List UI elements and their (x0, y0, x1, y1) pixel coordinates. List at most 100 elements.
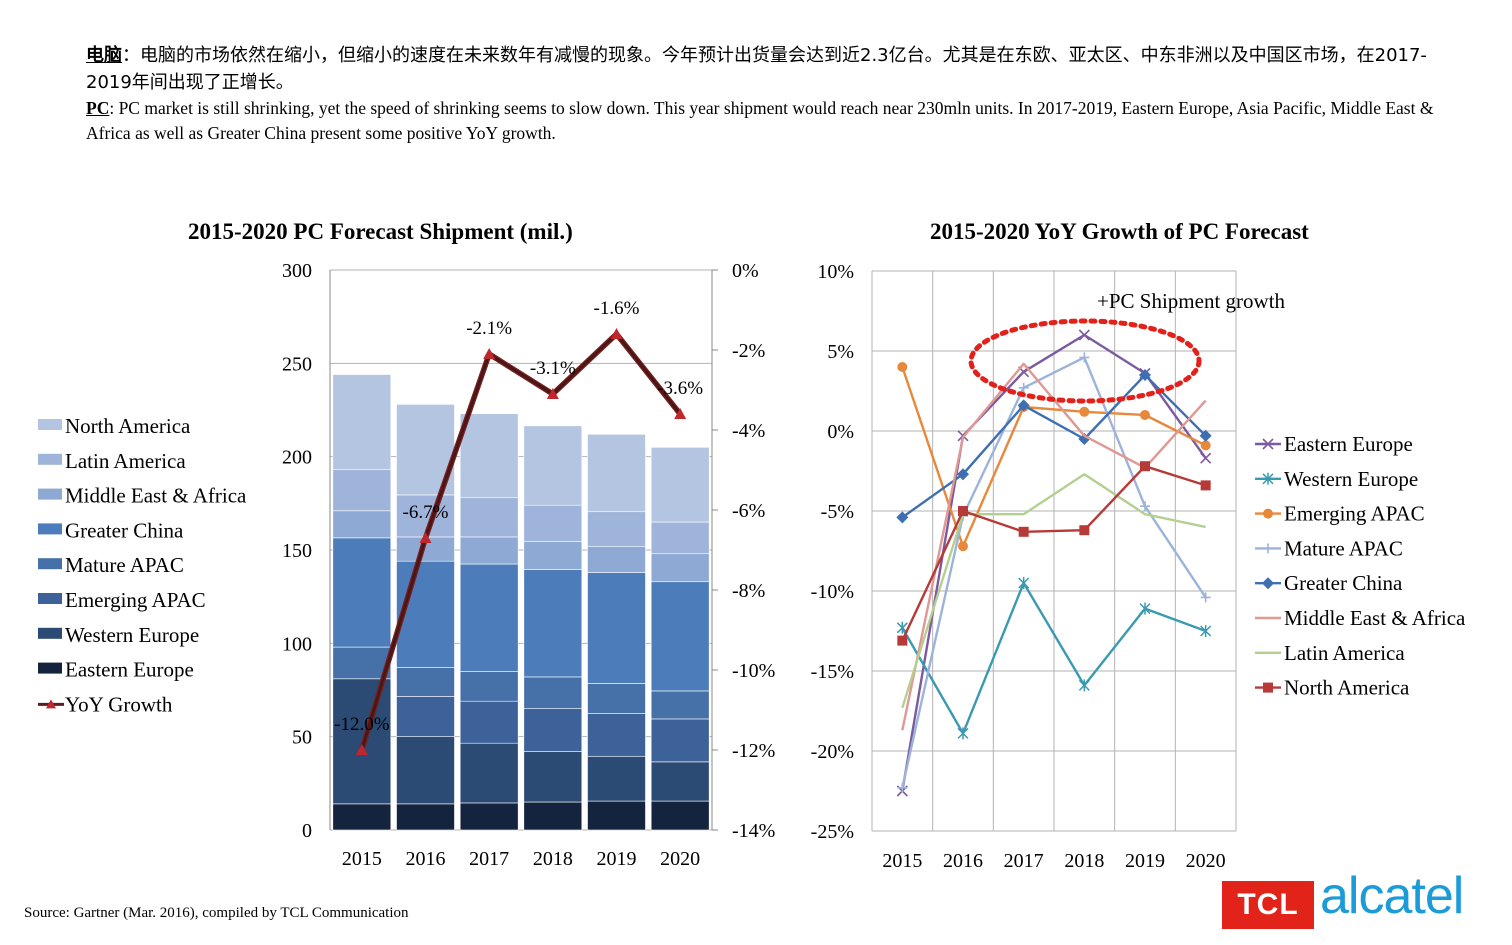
tcl-logo: TCL (1222, 881, 1314, 929)
legend-label-yoy-growth: YoY Growth (65, 692, 173, 716)
series-point-mature-apac (1079, 352, 1090, 363)
series-line-western-europe (901, 581, 1207, 735)
bar-segment-north-america (459, 413, 519, 499)
yoy-y-tick-label: -25% (811, 821, 854, 843)
bar-segment-emerging-apac (459, 700, 519, 744)
bar-segment-latin-america (459, 497, 519, 538)
legend-label-emerging-apac: Emerging APAC (1284, 502, 1425, 526)
series-line-eastern-europe (901, 333, 1207, 792)
legend-marker-western-europe (1262, 472, 1274, 485)
bar-segment-eastern-europe (459, 802, 519, 831)
series-line-mature-apac (901, 356, 1207, 789)
shipment-y-tick-label: 150 (282, 540, 312, 562)
yoy-growth-point (419, 532, 432, 543)
shipment-chart-title: 2015-2020 PC Forecast Shipment (mil.) (188, 219, 573, 244)
legend-label-north-america: North America (65, 414, 191, 438)
legend-swatch-mature-apac (38, 558, 62, 570)
shipment-y-tick-label: 50 (292, 727, 312, 749)
legend-label-western-europe: Western Europe (1284, 467, 1418, 491)
series-point-mature-apac (1018, 382, 1029, 393)
series-point-emerging-apac (1140, 410, 1150, 420)
bar-segment-greater-china (523, 569, 583, 678)
bar-segment-eastern-europe (332, 803, 392, 831)
series-point-emerging-apac (1079, 406, 1090, 417)
bar-segment-middle-east-africa (459, 536, 519, 565)
legend-label-greater-china: Greater China (1284, 571, 1403, 595)
shipment-y-tick-label: 250 (282, 353, 312, 375)
bar-segment-emerging-apac (396, 696, 455, 737)
bar-segment-eastern-europe (396, 803, 455, 831)
english-summary: PC: PC market is still shrinking, yet th… (86, 96, 1446, 146)
bar-segment-middle-east-africa (523, 541, 583, 570)
series-point-mature-apac (897, 782, 908, 793)
bar-segment-mature-apac (396, 667, 455, 697)
series-point-greater-china (1078, 433, 1091, 445)
shipment-y-tick-label: 300 (282, 260, 312, 282)
bar-segment-greater-china (650, 581, 710, 692)
yoy-growth-data-label: -2.1% (466, 318, 512, 339)
bar-segment-eastern-europe (587, 800, 646, 831)
bar-segment-latin-america (587, 511, 646, 547)
legend-swatch-north-america (38, 419, 62, 430)
legend-swatch-middle-east-africa (38, 488, 62, 500)
legend-swatch-eastern-europe (38, 662, 62, 674)
series-point-western-europe (957, 727, 969, 740)
yoy-growth-point (355, 744, 368, 755)
yoy-chart-title: 2015-2020 YoY Growth of PC Forecast (930, 219, 1309, 244)
yoy-growth-data-label: -3.6% (657, 378, 703, 399)
yoy-y-tick-label: -5% (821, 501, 854, 523)
yoy-growth-data-label: -6.7% (403, 502, 449, 523)
legend-swatch-emerging-apac (38, 593, 62, 604)
shipment-x-tick-label: 2015 (342, 848, 382, 870)
legend-swatch-western-europe (38, 627, 62, 639)
bar-segment-latin-america (650, 521, 710, 555)
series-point-emerging-apac (1200, 440, 1211, 451)
yoy-x-tick-label: 2018 (1064, 850, 1104, 872)
legend-label-greater-china: Greater China (65, 518, 184, 542)
shipment-y2-tick-label: -12% (732, 740, 775, 762)
series-point-emerging-apac (897, 362, 908, 372)
yoy-y-tick-label: 10% (817, 261, 854, 283)
legend-label-mature-apac: Mature APAC (65, 553, 184, 577)
series-point-western-europe (1200, 625, 1212, 637)
bar-segment-mature-apac (587, 683, 646, 714)
yoy-growth-point (610, 328, 623, 339)
shipment-x-tick-label: 2019 (597, 848, 637, 870)
yoy-y-tick-label: -10% (811, 581, 854, 603)
yoy-growth-data-label: -12.0% (334, 714, 390, 735)
growth-annotation-label: +PC Shipment growth (1097, 289, 1286, 313)
legend-label-western-europe: Western Europe (65, 623, 199, 647)
series-point-north-america (1018, 526, 1029, 537)
bar-segment-western-europe (459, 742, 519, 804)
series-point-eastern-europe (1200, 452, 1212, 464)
legend-marker-north-america (1263, 682, 1273, 693)
legend-label-north-america: North America (1284, 676, 1410, 700)
legend-label-eastern-europe: Eastern Europe (65, 658, 194, 682)
series-point-mature-apac (1140, 501, 1150, 512)
yoy-x-tick-label: 2017 (1004, 850, 1044, 872)
page-header: 电脑：电脑的市场依然在缩小，但缩小的速度在未来数年有减慢的现象。今年预计出货量会… (86, 42, 1446, 146)
legend-label-latin-america: Latin America (1284, 641, 1405, 665)
series-point-greater-china (896, 511, 909, 524)
series-point-greater-china (957, 468, 969, 481)
shipment-y2-tick-label: -14% (732, 820, 775, 842)
series-point-greater-china (1199, 429, 1212, 442)
chinese-summary-text: ：电脑的市场依然在缩小，但缩小的速度在未来数年有减慢的现象。今年预计出货量会达到… (86, 45, 1427, 93)
series-line-north-america (901, 465, 1207, 642)
shipment-y-tick-label: 0 (302, 820, 312, 842)
bar-segment-eastern-europe (650, 800, 710, 831)
legend-label-latin-america: Latin America (65, 449, 186, 473)
shipment-y2-tick-label: -4% (732, 420, 765, 442)
growth-highlight-ellipse (968, 318, 1202, 404)
bar-segment-emerging-apac (650, 718, 710, 763)
bar-segment-emerging-apac (587, 713, 646, 757)
bar-segment-greater-china (587, 572, 646, 684)
shipment-y2-tick-label: -8% (732, 580, 765, 602)
shipment-x-tick-label: 2018 (533, 848, 573, 870)
bar-segment-greater-china (396, 560, 455, 668)
yoy-x-tick-label: 2015 (882, 850, 922, 872)
legend-label-middle-east-africa: Middle East & Africa (65, 484, 247, 508)
bar-segment-western-europe (587, 755, 646, 802)
bar-segment-latin-america (523, 504, 583, 542)
legend-label-mature-apac: Mature APAC (1284, 536, 1403, 560)
